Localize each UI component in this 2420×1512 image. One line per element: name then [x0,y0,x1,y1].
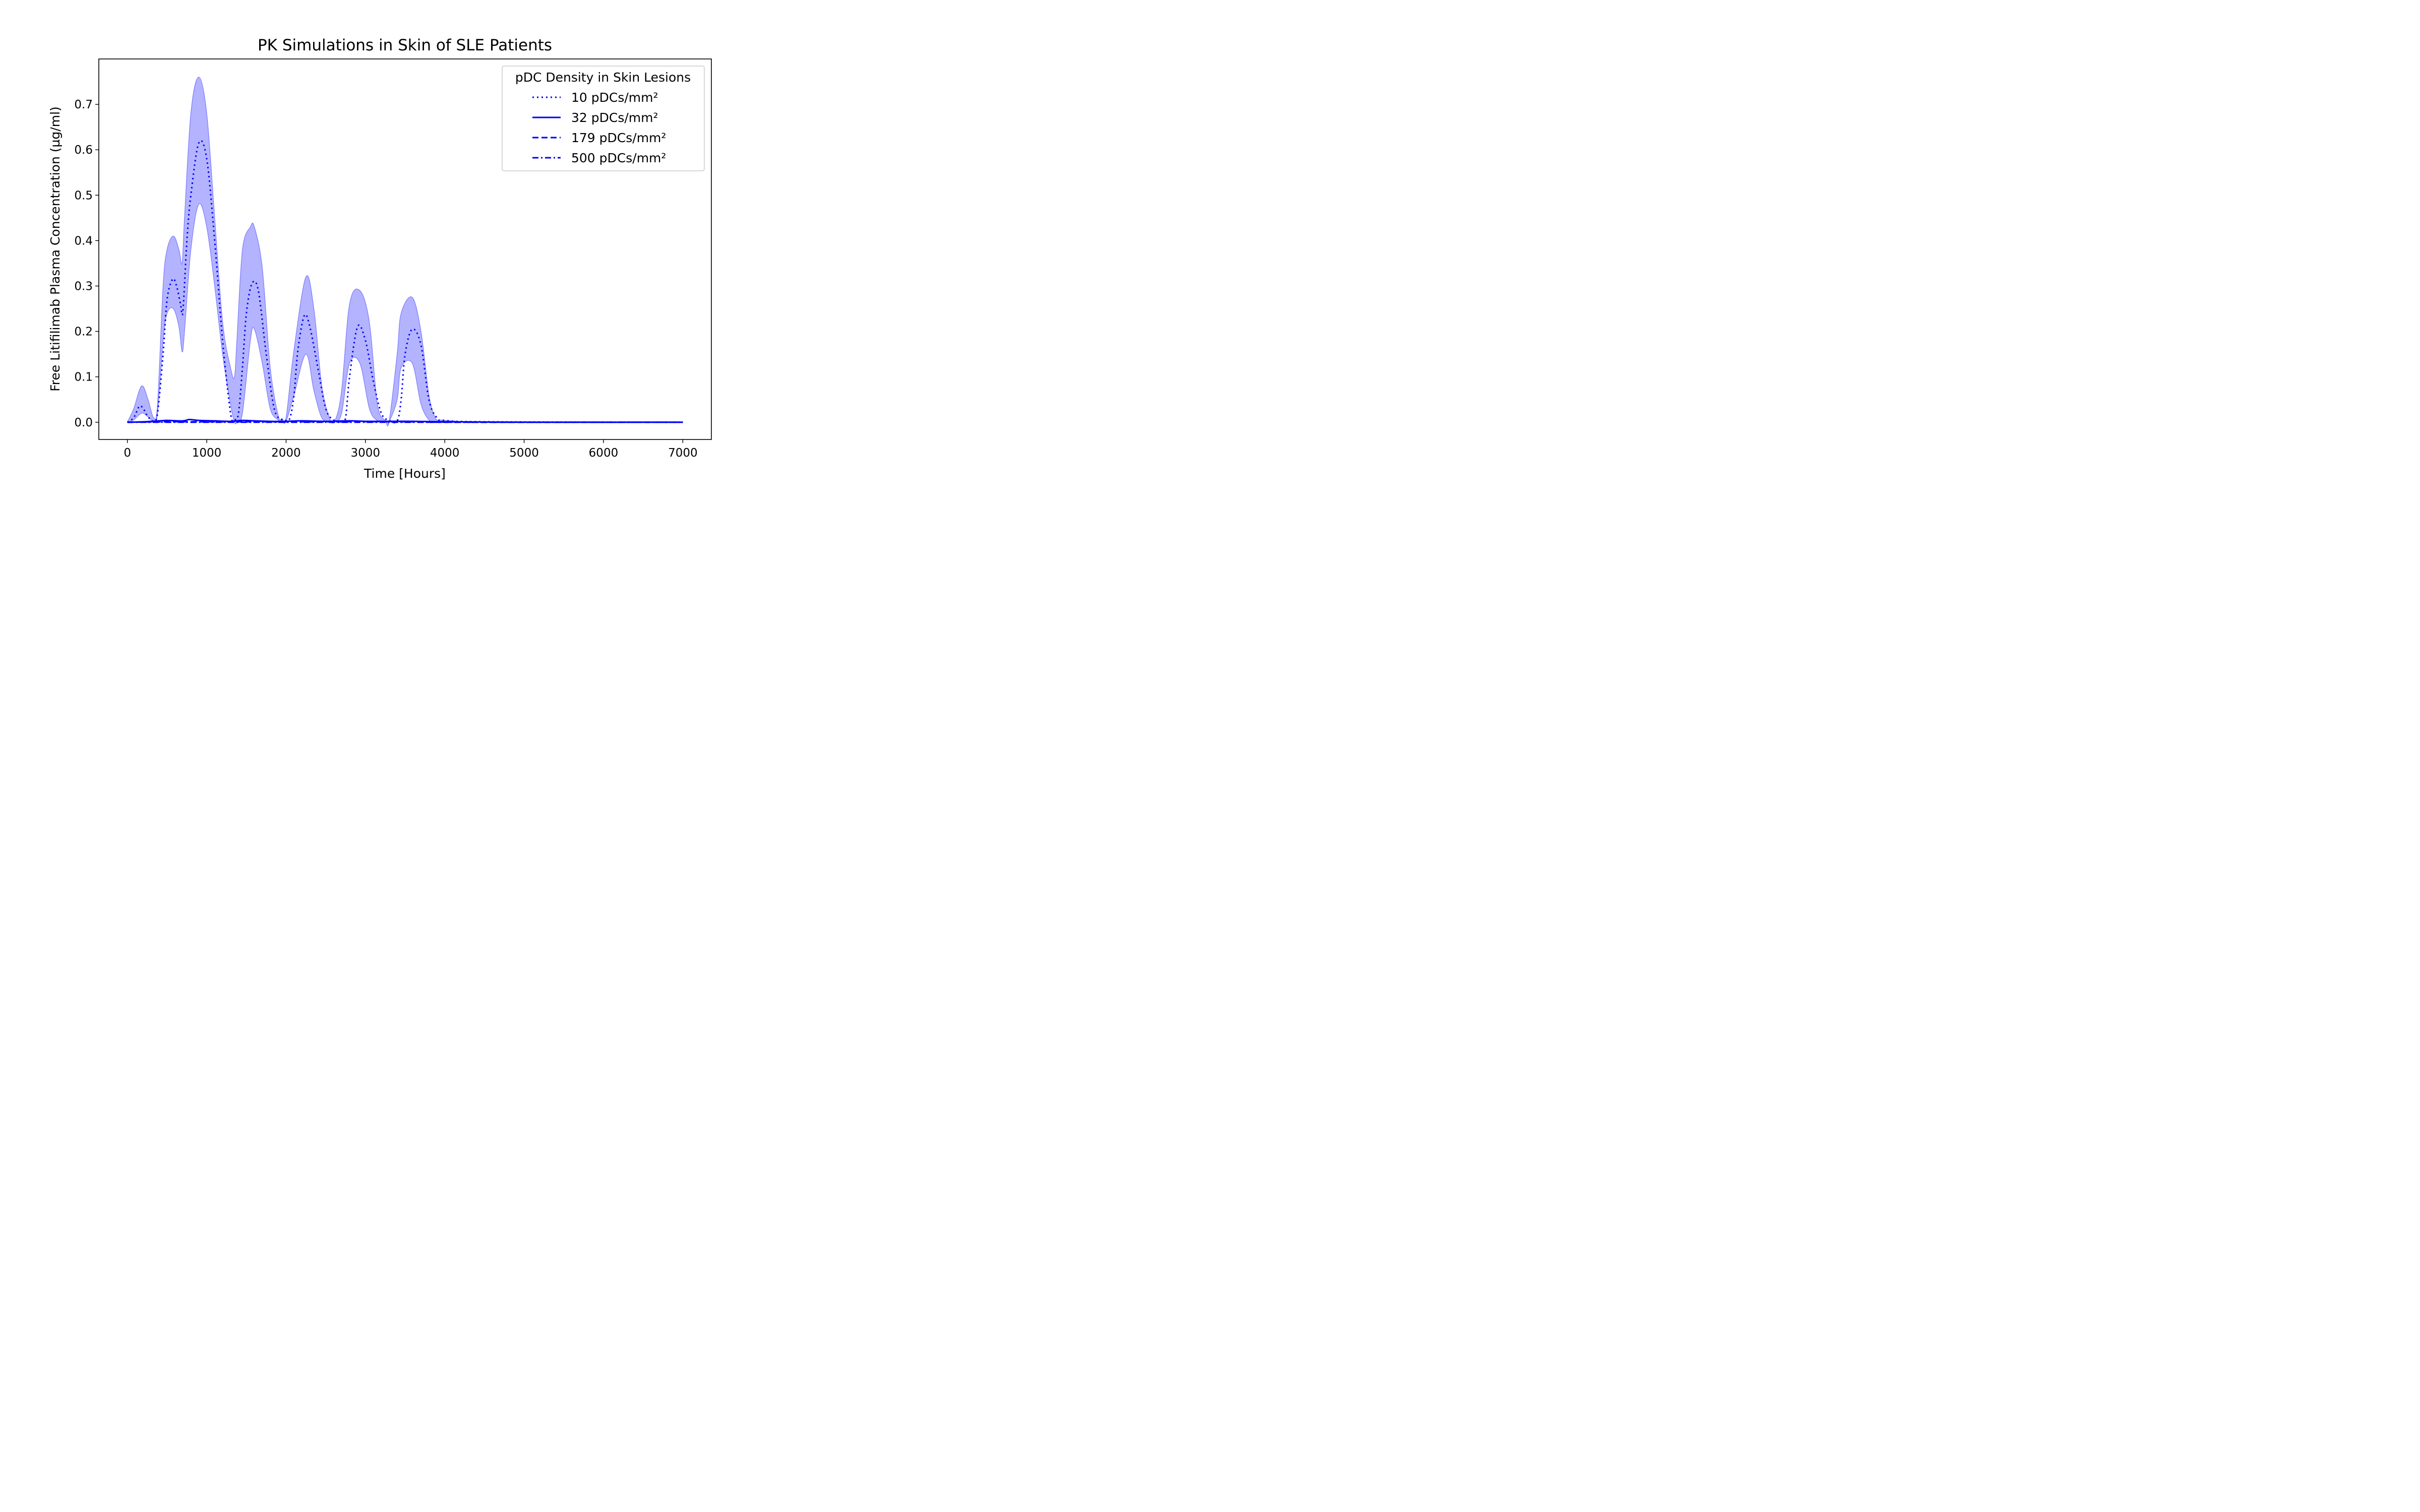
band-lower-edge [127,203,683,424]
legend-entry-label: 32 pDCs/mm² [571,110,658,125]
legend-title: pDC Density in Skin Lesions [515,70,691,85]
x-tick-label: 2000 [271,447,301,460]
y-tick-label: 0.2 [74,326,93,339]
legend-box [502,66,705,171]
legend-entry-label: 500 pDCs/mm² [571,151,666,165]
x-tick-label: 6000 [589,447,619,460]
y-axis-label: Free Litifilimab Plasma Concentration (µ… [48,106,63,392]
variability-band [127,77,683,426]
y-tick-label: 0.5 [74,189,93,202]
band-upper-edge [127,77,683,426]
x-tick-label: 7000 [668,447,698,460]
y-tick-label: 0.6 [74,144,93,157]
chart: PK Simulations in Skin of SLE Patients 0… [48,36,712,481]
y-tick-label: 0.4 [74,234,93,247]
plot-area [127,77,683,426]
x-axis: 0 1000 2000 3000 4000 5000 6000 7000 [124,439,698,460]
x-tick-label: 3000 [351,447,381,460]
series-solid-line [127,418,683,423]
x-tick-label: 4000 [430,447,460,460]
legend-entry-label: 179 pDCs/mm² [571,131,666,145]
y-axis: 0.0 0.1 0.2 0.3 0.4 0.5 0.6 0.7 [74,98,99,429]
y-tick-label: 0.1 [74,371,93,384]
x-tick-label: 0 [124,447,131,460]
y-tick-label: 0.7 [74,98,93,111]
x-tick-label: 1000 [192,447,222,460]
x-axis-label: Time [Hours] [364,466,446,481]
x-tick-label: 5000 [509,447,539,460]
plot-frame [98,58,712,440]
chart-title: PK Simulations in Skin of SLE Patients [258,36,552,54]
y-tick-label: 0.0 [74,416,93,429]
legend: pDC Density in Skin Lesions 10 pDCs/mm² 3… [502,66,705,171]
y-tick-label: 0.3 [74,280,93,293]
legend-entry-label: 10 pDCs/mm² [571,90,658,105]
